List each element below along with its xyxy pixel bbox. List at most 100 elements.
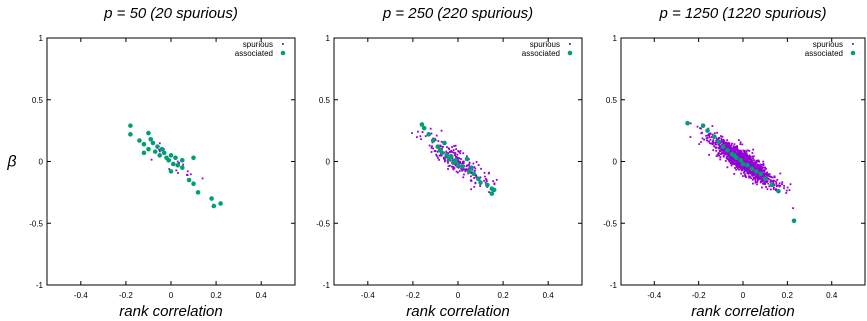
spurious-point [487, 172, 490, 175]
y-tick-label: 1 [39, 34, 44, 43]
spurious-point [736, 148, 738, 150]
associated-point [173, 155, 178, 161]
spurious-point [733, 163, 736, 165]
spurious-point [440, 154, 443, 157]
spurious-point [783, 185, 785, 187]
spurious-point [436, 155, 438, 157]
spurious-point [722, 142, 724, 145]
spurious-point [458, 157, 461, 160]
spurious-point [765, 167, 767, 170]
title-main: p = 1250 [658, 5, 718, 22]
spurious-point [433, 150, 436, 153]
spurious-point [701, 131, 704, 134]
spurious-point [447, 147, 450, 150]
spurious-point [186, 174, 189, 177]
spurious-point [766, 188, 769, 191]
spurious-point [752, 177, 755, 180]
x-tick-label: 0.4 [826, 291, 838, 300]
spurious-point [749, 156, 752, 158]
spurious-point [756, 166, 758, 169]
spurious-point [420, 138, 423, 141]
associated-point [157, 153, 163, 158]
spurious-point [739, 141, 742, 144]
spurious-point [706, 136, 709, 139]
spurious-point [775, 182, 778, 185]
x-tick-label: 0.4 [256, 291, 268, 300]
spurious-point [752, 161, 755, 164]
spurious-point [718, 154, 721, 157]
spurious-point [470, 175, 472, 178]
spurious-point [711, 125, 714, 127]
spurious-point [470, 188, 473, 191]
spurious-point [728, 144, 731, 147]
spurious-point [461, 168, 463, 171]
spurious-point [756, 172, 759, 175]
spurious-point [750, 173, 753, 176]
spurious-point [724, 147, 727, 150]
spurious-point [722, 152, 725, 155]
chart-panel-3: p = 1250 (1220 spurious) -1 -0.5 0 0.5 1 -0.4 -0… [603, 5, 866, 320]
associated-point [439, 150, 445, 156]
spurious-point [759, 165, 762, 168]
spurious-point [746, 149, 749, 152]
spurious-point [485, 179, 488, 181]
spurious-point [474, 167, 477, 170]
spurious-point [458, 150, 461, 153]
associated-point [211, 203, 217, 209]
spurious-point [734, 159, 737, 161]
associated-point [711, 134, 717, 140]
spurious-point [756, 174, 758, 177]
associated-point [426, 132, 431, 137]
spurious-point [689, 122, 692, 125]
spurious-point [450, 150, 453, 152]
spurious-point [740, 152, 743, 155]
spurious-point [726, 158, 729, 160]
spurious-point [758, 169, 761, 171]
chart-panel-2: p = 250 (220 spurious) -1 -0.5 0 0.5 1 -0.4 -0.2… [316, 5, 583, 320]
spurious-point [750, 177, 753, 180]
spurious-point [447, 165, 450, 168]
spurious-point [751, 155, 754, 158]
spurious-point [751, 165, 754, 168]
spurious-point [745, 159, 748, 162]
spurious-point [178, 161, 181, 164]
spurious-point [749, 157, 752, 160]
spurious-point [438, 158, 440, 161]
spurious-point [762, 162, 765, 165]
spurious-point [728, 142, 731, 145]
spurious-point [708, 153, 711, 156]
associated-point [421, 125, 427, 131]
spurious-point [459, 162, 462, 165]
spurious-point [754, 175, 757, 178]
associated-point [191, 155, 196, 161]
spurious-point [765, 186, 767, 188]
spurious-point [703, 138, 706, 141]
spurious-point [424, 135, 427, 137]
spurious-point [720, 143, 723, 146]
spurious-point [456, 157, 459, 160]
spurious-point [700, 127, 702, 130]
spurious-point [742, 167, 745, 170]
spurious-point [760, 176, 763, 179]
spurious-point [734, 160, 736, 163]
spurious-point [763, 166, 766, 169]
spurious-point [488, 191, 491, 194]
spurious-point [747, 155, 750, 158]
spurious-point [725, 145, 727, 148]
x-tick-label: -0.2 [119, 291, 133, 300]
spurious-point [440, 129, 443, 132]
spurious-point [751, 172, 754, 175]
spurious-point [708, 136, 711, 139]
spurious-point [776, 178, 779, 181]
spurious-point [463, 173, 465, 176]
associated-point [186, 177, 192, 183]
spurious-point [761, 179, 764, 181]
spurious-point [439, 154, 442, 157]
spurious-point [756, 160, 759, 162]
spurious-point [705, 137, 708, 140]
chart-panel-1: p = 50 (20 spurious) -1 -0.5 0 0.5 1 -0.4 -0.2 0 0… [6, 5, 296, 320]
spurious-point [430, 132, 433, 135]
spurious-point [718, 145, 721, 148]
associated-point [444, 153, 450, 158]
associated-point [161, 150, 167, 156]
